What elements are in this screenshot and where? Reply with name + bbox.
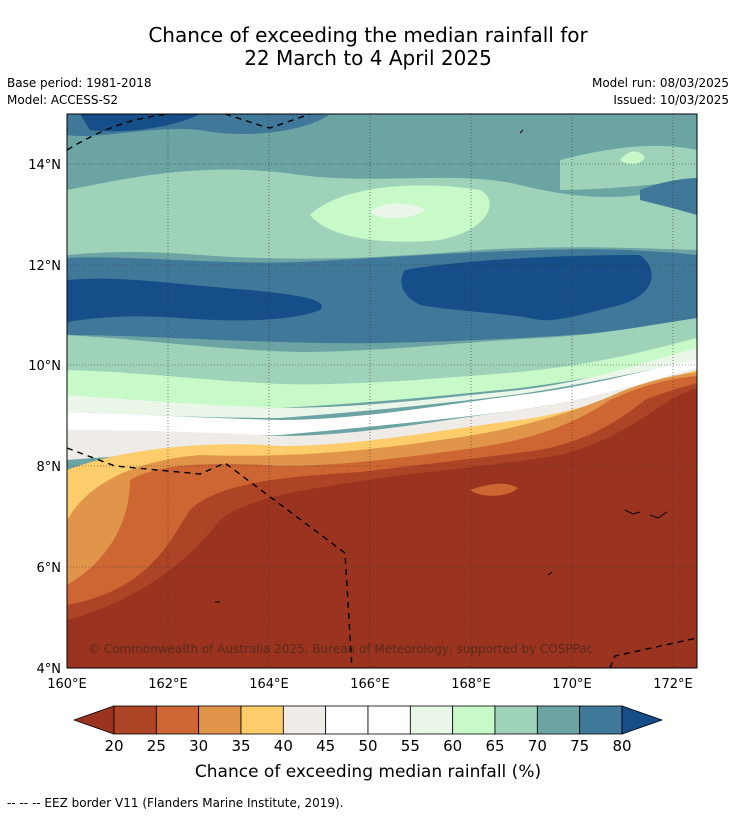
model-name: Model: ACCESS-S2: [7, 93, 119, 107]
lat-tick-label: 4°N: [37, 662, 62, 677]
colorbar-swatch: [198, 705, 242, 735]
colorbar-swatch: [579, 705, 623, 735]
colorbar-tick-label: 50: [358, 737, 377, 755]
colorbar-swatch: [113, 705, 157, 735]
lon-tick-label: 162°E: [148, 677, 188, 692]
colorbar-swatch: [409, 705, 454, 735]
model-run: Model run: 08/03/2025: [591, 76, 729, 90]
eez-border: [67, 114, 697, 668]
colorbar-tick-label: 35: [231, 737, 250, 755]
colorbar-swatch: [240, 705, 284, 735]
map-frame: [66, 113, 698, 669]
map-title-line-1: Chance of exceeding the median rainfall …: [148, 23, 588, 47]
issued-date: Issued: 10/03/2025: [613, 93, 729, 107]
colorbar-tick-label: 60: [443, 737, 462, 755]
colorbar-tick-label: 75: [570, 737, 589, 755]
lon-tick-label: 172°E: [653, 677, 693, 692]
map-title-line-2: 22 March to 4 April 2025: [244, 46, 492, 70]
colorbar-tick-label: 25: [147, 737, 166, 755]
contour-fields: [67, 114, 697, 668]
colorbar-tick-label: 55: [401, 737, 420, 755]
colorbar-label: Chance of exceeding median rainfall (%): [194, 762, 542, 782]
colorbar-tick-label: 80: [612, 737, 631, 755]
lon-tick-label: 164°E: [249, 677, 289, 692]
lon-tick-labels: 160°E 162°E 164°E 166°E 168°E 170°E 172°…: [47, 677, 693, 692]
lat-tick-label: 14°N: [28, 158, 61, 173]
lat-tick-label: 8°N: [37, 460, 62, 475]
colorbar-swatch: [325, 705, 369, 735]
colorbar-swatch: [452, 705, 496, 735]
colorbar-tick-label: 45: [316, 737, 335, 755]
colorbar-extend-low: [72, 705, 115, 735]
lat-tick-labels: 14°N 12°N 10°N 8°N 6°N 4°N: [28, 158, 61, 677]
lon-tick-label: 168°E: [451, 677, 491, 692]
lat-tick-label: 10°N: [28, 359, 61, 374]
colorbar-extend-high: [621, 705, 664, 735]
colorbar-tick-label: 30: [189, 737, 208, 755]
lon-tick-label: 160°E: [47, 677, 87, 692]
island-markers: [215, 129, 668, 603]
lon-tick-label: 170°E: [552, 677, 592, 692]
lon-tick-label: 166°E: [350, 677, 390, 692]
colorbar-swatch: [494, 705, 538, 735]
colorbar-tick-label: 70: [528, 737, 547, 755]
colorbar-swatch: [282, 705, 327, 735]
colorbar-swatch: [155, 705, 200, 735]
base-period: Base period: 1981-2018: [7, 76, 152, 90]
colorbar-tick-label: 40: [274, 737, 293, 755]
colorbar-tick-label: 20: [104, 737, 123, 755]
lat-tick-label: 12°N: [28, 259, 61, 274]
colorbar: 20 25 30 35 40 45 50 55 60 65 70 75 80: [72, 705, 664, 755]
eez-footnote: -- -- -- EEZ border V11 (Flanders Marine…: [7, 796, 344, 810]
colorbar-tick-label: 65: [485, 737, 504, 755]
colorbar-swatch: [367, 705, 411, 735]
map-gridlines: [67, 114, 697, 668]
colorbar-swatch: [536, 705, 581, 735]
copyright-notice: © Commonwealth of Australia 2025, Bureau…: [88, 642, 593, 656]
lat-tick-label: 6°N: [37, 561, 62, 576]
